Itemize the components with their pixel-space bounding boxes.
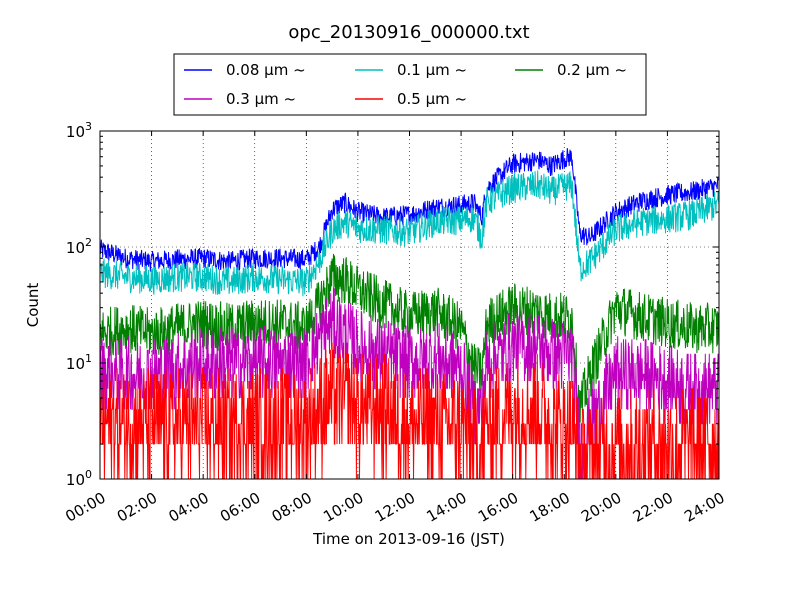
y-tick-label: 103 (66, 120, 92, 141)
chart-title: opc_20130916_000000.txt (288, 22, 529, 43)
legend-entry-label: 0.3 μm ~ (226, 90, 296, 108)
legend-entry-label: 0.1 μm ~ (397, 61, 467, 79)
series-line-0 (99, 148, 720, 272)
legend: 0.08 μm ~ 0.1 μm ~ 0.2 μm ~ 0.3 μm ~ 0.5 μm … (173, 53, 647, 116)
x-tick-label: 14:00 (423, 489, 469, 526)
x-tick-label: 00:00 (62, 489, 108, 526)
y-axis-label: Count (24, 283, 42, 328)
y-tick-label: 101 (66, 352, 92, 373)
series-line-3 (99, 287, 720, 480)
x-tick-label: 20:00 (578, 489, 624, 526)
series-line-1 (99, 170, 720, 297)
legend-entry-label: 0.2 μm ~ (557, 61, 627, 79)
x-tick-label: 02:00 (114, 489, 160, 526)
y-tick-label: 100 (66, 468, 92, 489)
x-axis-label: Time on 2013-09-16 (JST) (312, 530, 505, 548)
plot-frame (99, 130, 720, 480)
x-tick-label: 16:00 (475, 489, 521, 526)
y-tick-labels: 100 101 102 103 (66, 120, 92, 489)
series-layer (99, 148, 720, 480)
legend-entry-label: 0.5 μm ~ (397, 90, 467, 108)
x-tick-labels: 00:00 02:00 04:00 06:00 08:00 10:00 12:00 14:00… (62, 489, 727, 526)
legend-entry-label: 0.08 μm ~ (226, 61, 306, 79)
x-tick-label: 10:00 (320, 489, 366, 526)
x-tick-label: 22:00 (630, 489, 676, 526)
legend-frame (173, 53, 647, 116)
x-tick-label: 24:00 (681, 489, 727, 526)
plot-area (99, 130, 720, 480)
x-tick-label: 12:00 (372, 489, 418, 526)
series-line-4 (99, 342, 720, 480)
x-tick-label: 04:00 (165, 489, 211, 526)
x-tick-label: 06:00 (217, 489, 263, 526)
x-tick-label: 08:00 (269, 489, 315, 526)
y-tick-label: 102 (66, 236, 92, 257)
x-tick-label: 18:00 (527, 489, 573, 526)
